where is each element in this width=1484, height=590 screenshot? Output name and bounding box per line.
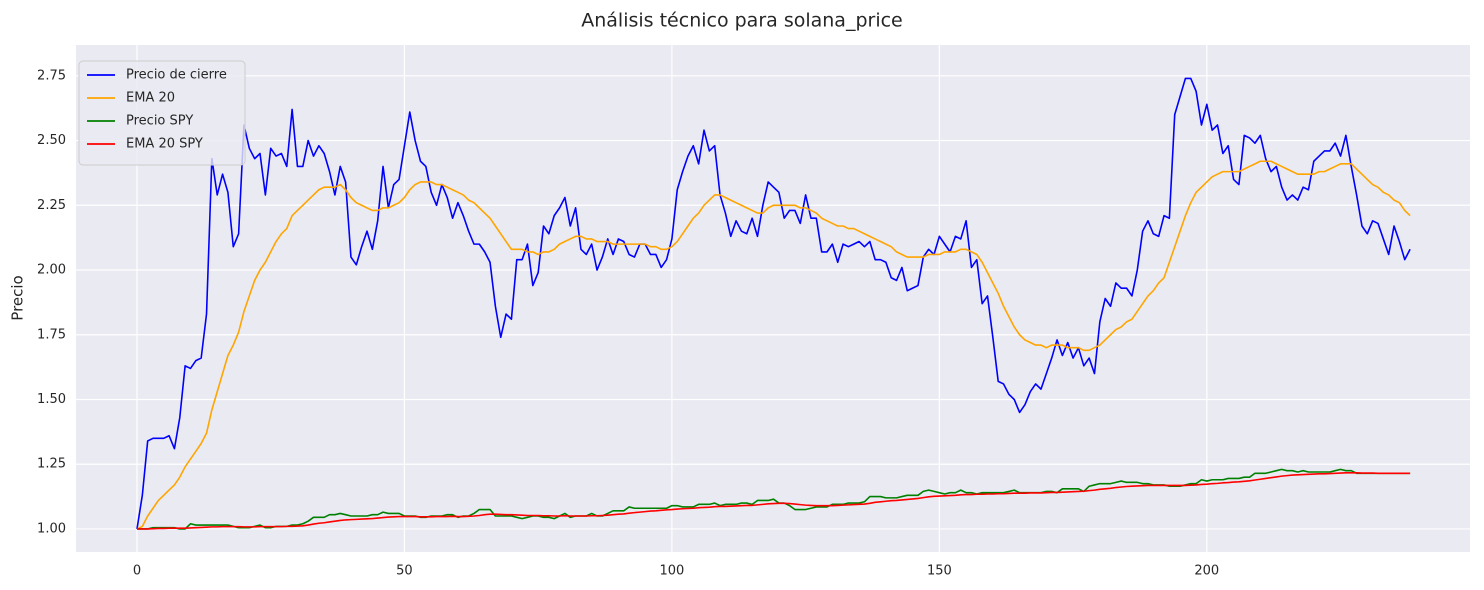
x-tick-label: 200 [1194, 564, 1219, 579]
line-series [136, 468, 1411, 530]
legend-label: Precio SPY [126, 114, 193, 129]
legend-label: EMA 20 [126, 91, 175, 106]
line-series [136, 77, 1411, 530]
legend: Precio de cierre EMA 20 Precio SPY EMA 20 S… [78, 60, 246, 166]
x-tick-label: 50 [396, 564, 413, 579]
y-tick-label: 2.75 [37, 68, 66, 83]
line-series [136, 160, 1411, 530]
y-tick-label: 2.25 [37, 198, 66, 213]
y-tick-label: 1.50 [37, 392, 66, 407]
x-tick-label: 100 [659, 564, 684, 579]
y-tick-label: 2.00 [37, 263, 66, 278]
y-tick-label: 1.75 [37, 327, 66, 342]
legend-box [78, 60, 246, 166]
legend-label: Precio de cierre [126, 68, 227, 83]
x-tick-label: 150 [927, 564, 952, 579]
lines [136, 77, 1411, 530]
x-tick-label: 0 [133, 564, 141, 579]
y-axis-label: Precio [9, 275, 27, 320]
legend-label: EMA 20 SPY [126, 137, 203, 152]
y-tick-label: 1.00 [37, 521, 66, 536]
y-tick-label: 1.25 [37, 457, 66, 472]
line-series [136, 471, 1411, 530]
y-tick-label: 2.50 [37, 133, 66, 148]
chart-title: Análisis técnico para solana_price [581, 10, 903, 32]
plot-area [76, 45, 1470, 552]
